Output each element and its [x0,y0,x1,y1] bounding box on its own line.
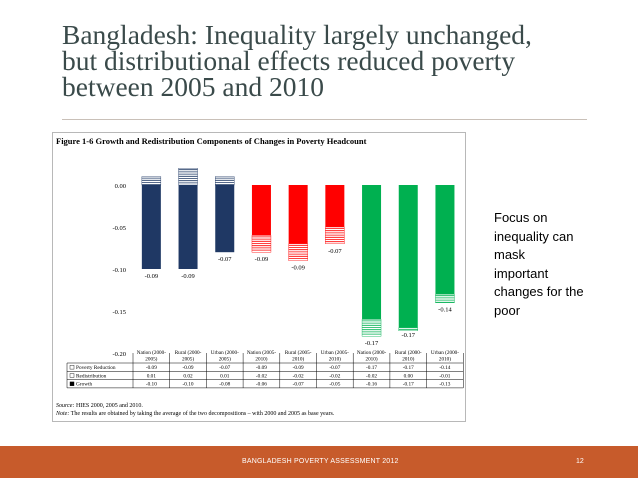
category-label: Nation (2005- [247,349,277,356]
side-note-line: mask [494,247,526,263]
table-cell: -0.17 [403,382,414,388]
y-tick-label: -0.15 [112,309,126,316]
slide-title-line-2: but distributional effects reduced pover… [62,45,516,76]
data-label: -0.07 [328,248,342,255]
category-label: 2005) [145,356,157,363]
growth-bar [178,185,198,269]
growth-bar [362,185,382,320]
table-cell: -0.10 [183,382,194,388]
category-label: Urban (2005- [321,349,349,356]
table-cell: 0.00 [404,373,414,379]
table-cell: 0.01 [220,373,230,379]
figure-panel: Figure 1-6 Growth and Redistribution Com… [52,132,466,422]
poverty-chart: 0.00 -0.05 -0.10 -0.15 -0.20 -0.09 -0.09 -0.07 -… [66,168,464,389]
legend-swatch [69,381,75,386]
table-cell: -0.09 [256,365,267,371]
table-cell: -0.02 [329,373,340,379]
side-note-line: poor [494,302,521,318]
table-cell: -0.05 [329,382,340,388]
growth-bar [251,185,271,236]
growth-bar [141,185,161,269]
data-label: -0.09 [145,273,159,280]
y-tick-label: -0.20 [112,351,126,358]
growth-bar [215,185,235,253]
table-cell: -0.17 [403,365,414,371]
data-label: -0.07 [218,256,232,263]
data-label: -0.17 [401,332,415,339]
category-label: Rural (2000- [175,349,202,356]
growth-bar [435,185,455,295]
category-label: 2010) [292,356,304,363]
footer-text: BANGLADESH POVERTY ASSESSMENT 2012 [242,458,399,465]
category-label: Urban (2000- [211,349,239,356]
category-label: Nation (2000- [357,349,387,356]
note-text: The results are obtained by taking the a… [69,410,335,417]
figure-title: Figure 1-6 Growth and Redistribution Com… [56,136,367,146]
table-cell: -0.07 [219,365,230,371]
footer-bar: BANGLADESH POVERTY ASSESSMENT 2012 12 [0,446,638,478]
table-row-label: Poverty Reduction [76,365,116,371]
table-cell: -0.02 [256,373,267,379]
category-label: Urban (2000- [431,349,459,356]
data-label: -0.17 [365,340,379,347]
table-row-label: Growth [76,382,93,388]
data-label: -0.09 [291,265,305,272]
slide-title: Bangladesh: Inequality largely unchanged… [62,19,622,102]
table-cell: 0.01 [147,373,157,379]
table-cell: -0.07 [293,382,304,388]
growth-bar [325,185,345,227]
table-cell: -0.17 [366,365,377,371]
category-label: 2010) [402,356,414,363]
category-label: 2010) [439,356,451,363]
table-cell: 0.02 [183,373,193,379]
table-cell: -0.16 [366,382,377,388]
table-cell: -0.13 [439,382,450,388]
table-cell: -0.14 [439,365,450,371]
category-label: Rural (2005- [285,349,312,356]
table-cell: -0.01 [439,373,450,379]
source-text: HIES 2000, 2005 and 2010. [74,403,143,409]
growth-bar [398,185,418,328]
y-tick-label: -0.10 [112,267,126,274]
table-cell: -0.10 [146,382,157,388]
side-note-line: changes for the [494,284,584,300]
side-note-line: inequality can [494,228,574,244]
table-cell: -0.02 [293,373,304,379]
page-number: 12 [576,458,584,465]
category-label: 2005) [219,356,231,363]
category-label: Nation (2000- [137,349,167,356]
category-label: 2005) [182,356,194,363]
table-row-label: Redistribution [76,373,107,379]
table-cell: -0.09 [293,365,304,371]
slide-title-line-1: Bangladesh: Inequality largely unchanged… [62,19,532,50]
table-cell: -0.02 [366,373,377,379]
slide-title-line-3: between 2005 and 2010 [62,71,324,102]
side-note-line: Focus on [494,210,548,225]
source-label: Source: [56,403,75,409]
figure-source: Source: HIES 2000, 2005 and 2010. Note: … [56,403,334,418]
table-cell: -0.09 [146,365,157,371]
title-divider [62,119,587,120]
data-label: -0.09 [181,273,195,280]
table-cell: -0.08 [219,382,230,388]
side-note-line: important [494,265,549,281]
data-label: -0.14 [438,307,452,314]
table-cell: -0.07 [329,365,340,371]
category-label: 2010) [255,356,267,363]
side-note: Focus on inequality can mask important c… [494,209,614,321]
category-label: Rural (2000- [395,349,422,356]
category-label: 2010) [329,356,341,363]
category-label: 2010) [365,356,377,363]
y-tick-label: 0.00 [115,183,126,190]
growth-bar [288,185,308,244]
data-label: -0.09 [255,256,269,263]
table-cell: -0.06 [256,382,267,388]
legend-swatch [69,373,75,378]
y-tick-label: -0.05 [112,225,126,232]
table-cell: -0.09 [183,365,194,371]
legend-swatch [69,365,75,370]
note-label: Note: [56,410,70,417]
